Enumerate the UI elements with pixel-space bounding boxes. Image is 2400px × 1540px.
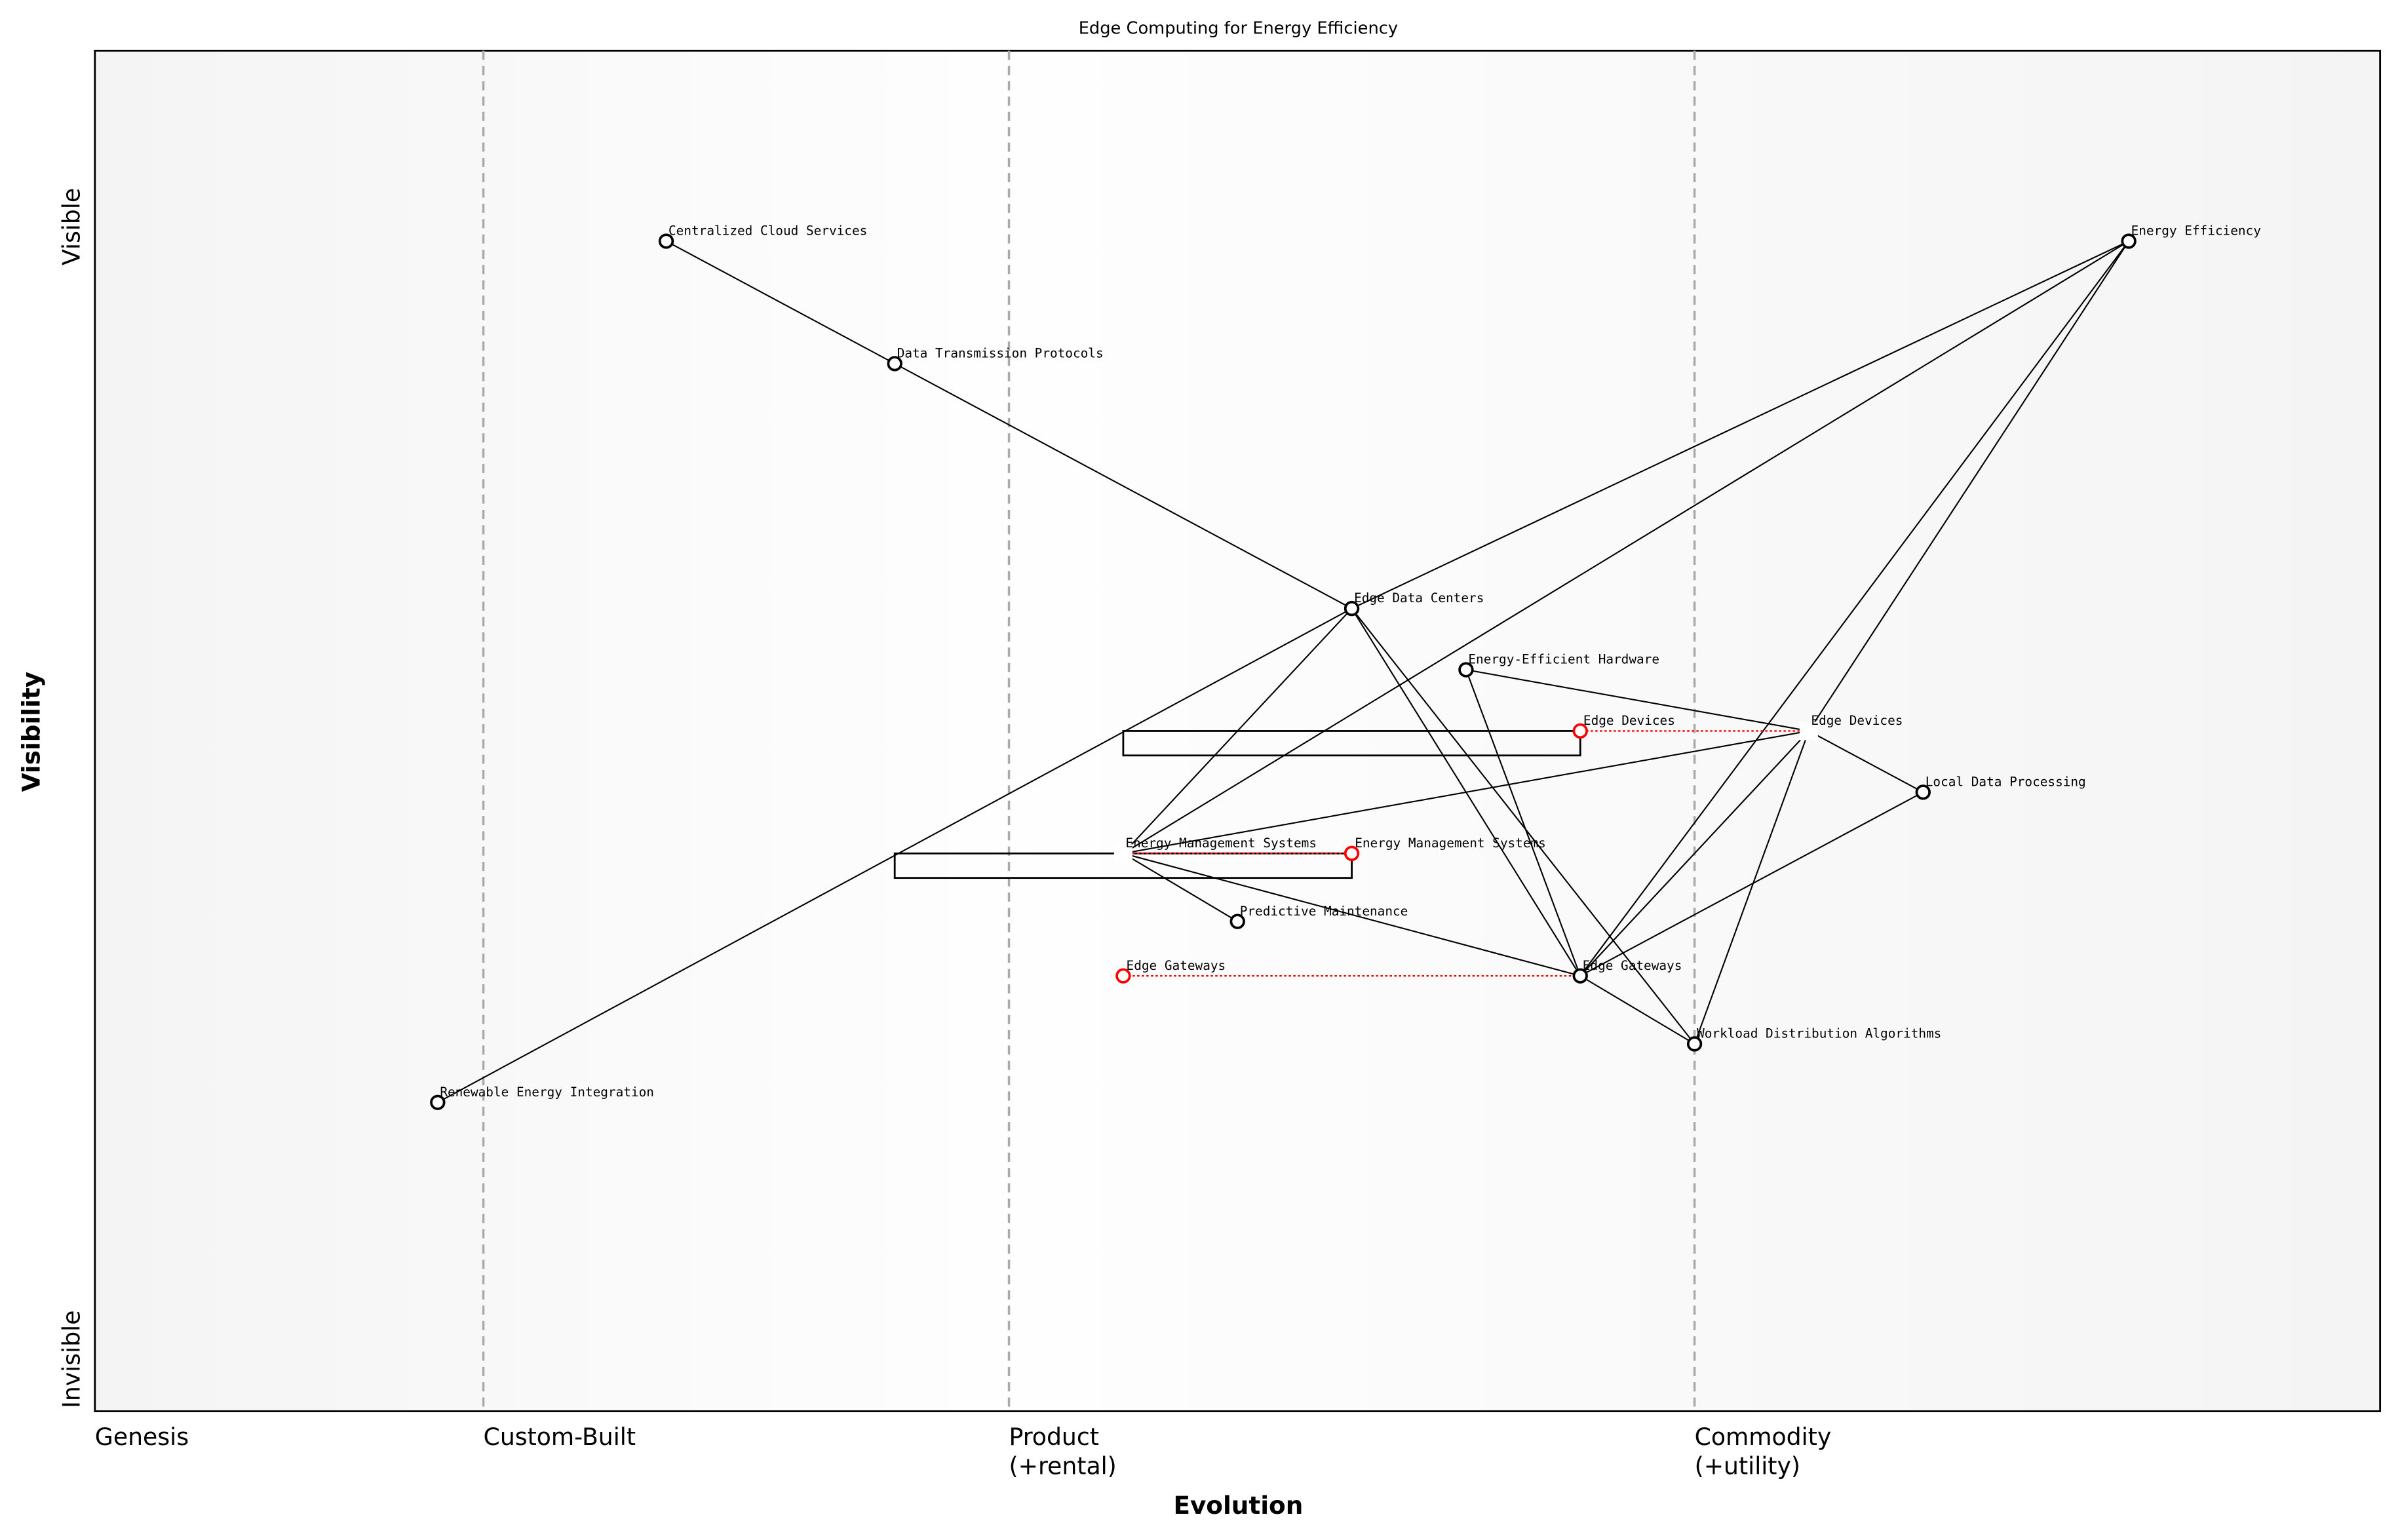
evolved-component-marker <box>1572 723 1588 739</box>
component-label: Edge Data Centers <box>1354 590 1484 606</box>
evolved-component-label: Energy Management Systems <box>1355 836 1546 851</box>
dependency-link <box>1123 730 1810 855</box>
component-label: Energy-Efficient Hardware <box>1468 652 1659 667</box>
y-axis-label: Visibility <box>17 672 46 792</box>
evolved-component-label: Edge Gateways <box>1127 958 1226 973</box>
y-tick-visible: Visible <box>57 188 85 265</box>
component-label: Data Transmission Protocols <box>897 346 1104 361</box>
evolved-component-marker <box>1115 968 1131 984</box>
component-marker-mask <box>1113 844 1132 863</box>
component-label: Workload Distribution Algorithms <box>1697 1026 1941 1041</box>
stage-label: Product (+rental) <box>1009 1423 1117 1480</box>
component-label: Edge Gateways <box>1583 958 1682 973</box>
component-marker <box>1229 914 1245 929</box>
dependency-link <box>894 362 1353 609</box>
dependency-link <box>1808 730 1924 793</box>
map-title: Edge Computing for Energy Efficiency <box>1079 19 1398 39</box>
component-label: Edge Devices <box>1811 713 1903 728</box>
component-marker <box>1572 968 1588 984</box>
dependency-link <box>1579 241 2129 976</box>
component-marker-mask <box>1799 722 1818 741</box>
stage-label: Commodity (+utility) <box>1695 1423 1832 1480</box>
stage-label: Custom-Built <box>484 1423 636 1451</box>
component-label: Centralized Cloud Services <box>668 223 867 239</box>
component-label: Energy Management Systems <box>1125 836 1317 851</box>
component-label: Renewable Energy Integration <box>440 1085 654 1100</box>
dependency-link <box>1351 607 1695 1045</box>
component-marker <box>1458 662 1474 678</box>
component-marker <box>1686 1036 1703 1052</box>
component-marker <box>1915 784 1931 800</box>
dependency-link <box>1123 853 1238 923</box>
component-marker <box>887 356 902 372</box>
component-label: Energy Efficiency <box>2131 223 2261 239</box>
component-marker <box>430 1094 446 1110</box>
dependency-link <box>1579 730 1810 976</box>
dependency-link <box>437 607 1353 1104</box>
evolved-component-marker <box>1344 845 1360 861</box>
component-marker <box>2121 233 2137 249</box>
component-marker <box>1344 600 1360 617</box>
stage-label: Genesis <box>95 1423 189 1451</box>
y-tick-invisible: Invisible <box>57 1311 85 1408</box>
dependency-link <box>1579 791 1924 977</box>
component-marker <box>658 233 674 249</box>
dependency-link <box>1694 731 1810 1045</box>
dependency-link <box>1465 669 1581 976</box>
evolved-component-label: Edge Devices <box>1583 713 1675 728</box>
dependency-link <box>1579 975 1695 1045</box>
dependency-link <box>1808 241 2129 732</box>
dependency-link <box>1123 241 2129 855</box>
component-label: Local Data Processing <box>1926 775 2086 790</box>
component-label: Predictive Maintenance <box>1240 904 1408 919</box>
dependency-link <box>1465 668 1810 732</box>
dependency-link <box>1123 853 1581 977</box>
x-axis-label: Evolution <box>1173 1491 1303 1520</box>
dependency-link <box>666 241 895 364</box>
dependency-link <box>1351 241 2129 609</box>
dependency-link <box>1123 607 1353 855</box>
pipeline-box <box>1122 730 1581 757</box>
